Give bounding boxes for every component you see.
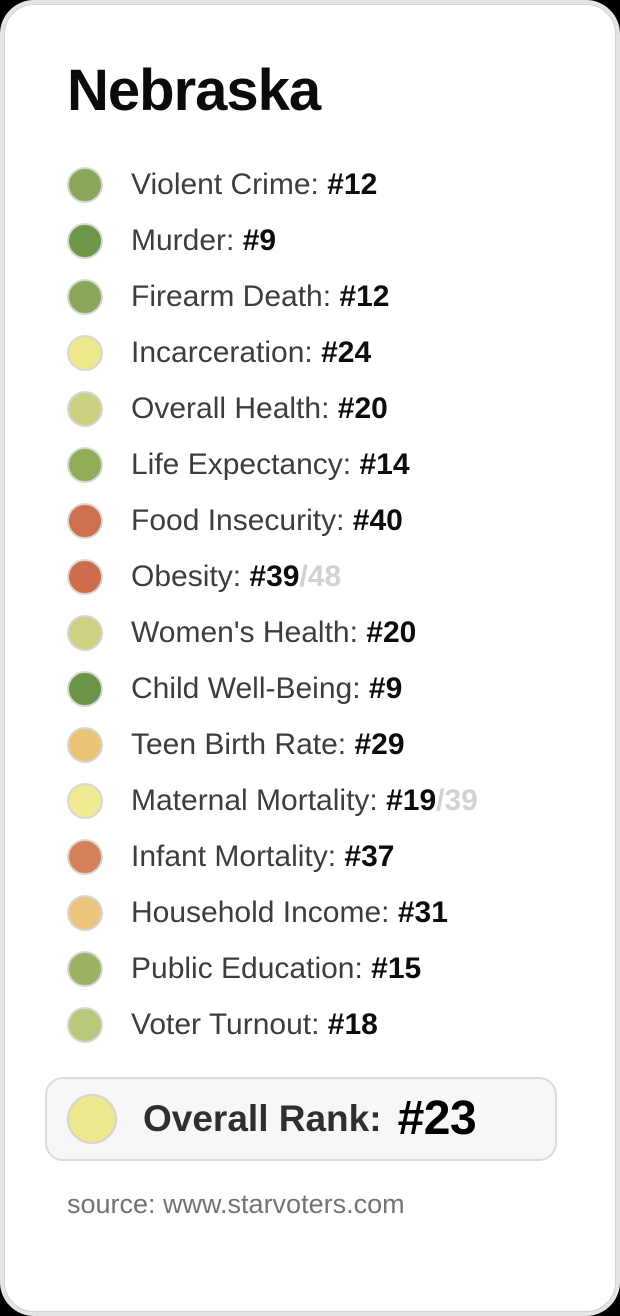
metric-text: Household Income: #31: [131, 896, 448, 930]
metric-label: Overall Health:: [131, 391, 330, 425]
metric-label: Public Education:: [131, 951, 363, 985]
metric-row: Maternal Mortality: #19/39: [5, 773, 615, 829]
metric-rank: #19: [386, 783, 437, 817]
metric-rank: #18: [327, 1007, 378, 1041]
metric-text: Food Insecurity: #40: [131, 504, 403, 538]
metric-text: Murder: #9: [131, 224, 276, 258]
metric-row: Child Well-Being: #9: [5, 661, 615, 717]
metric-color-dot: [67, 166, 103, 203]
metric-label: Incarceration:: [131, 335, 313, 369]
metric-color-dot: [67, 782, 103, 819]
metric-label: Women's Health:: [131, 615, 358, 649]
overall-rank-label: Overall Rank:: [143, 1097, 382, 1139]
metric-color-dot: [67, 558, 103, 595]
metric-text: Infant Mortality: #37: [131, 840, 394, 874]
metric-row: Murder: #9: [5, 213, 615, 269]
metric-rank: #9: [242, 223, 277, 257]
metric-rank: #12: [327, 167, 378, 201]
metric-label: Food Insecurity:: [131, 503, 345, 537]
metric-label: Maternal Mortality:: [131, 783, 378, 817]
metric-rank: #31: [397, 895, 448, 929]
metric-label: Voter Turnout:: [131, 1007, 320, 1041]
metric-row: Public Education: #15: [5, 941, 615, 997]
metric-text: Life Expectancy: #14: [131, 448, 410, 482]
metric-rank: #20: [337, 391, 388, 425]
metric-row: Household Income: #31: [5, 885, 615, 941]
metric-rank: #24: [321, 335, 372, 369]
metric-rank: #15: [371, 951, 422, 985]
metric-label: Child Well-Being:: [131, 671, 361, 705]
metric-label: Life Expectancy:: [131, 447, 352, 481]
metric-text: Voter Turnout: #18: [131, 1008, 378, 1042]
state-title: Nebraska: [67, 58, 321, 123]
metric-rank: #29: [354, 727, 405, 761]
metric-rank-denominator: /39: [436, 783, 478, 817]
metric-row: Firearm Death: #12: [5, 269, 615, 325]
metric-row: Obesity: #39/48: [5, 549, 615, 605]
metric-rank-denominator: /48: [299, 559, 342, 593]
metric-row: Incarceration: #24: [5, 325, 615, 381]
metric-color-dot: [67, 446, 103, 483]
metric-list: Violent Crime: #12 Murder: #9 Firearm De…: [5, 157, 615, 1053]
metric-color-dot: [67, 838, 103, 875]
metric-row: Teen Birth Rate: #29: [5, 717, 615, 773]
metric-color-dot: [67, 278, 103, 315]
metric-label: Obesity:: [131, 559, 242, 593]
state-rankings-card: Nebraska Violent Crime: #12 Murder: #9 F…: [4, 4, 616, 1312]
overall-rank-value: #23: [397, 1092, 477, 1146]
metric-text: Women's Health: #20: [131, 616, 416, 650]
metric-row: Voter Turnout: #18: [5, 997, 615, 1053]
metric-text: Maternal Mortality: #19/39: [131, 784, 478, 818]
metric-rank: #40: [352, 503, 403, 537]
metric-rank: #37: [344, 839, 395, 873]
metric-row: Violent Crime: #12: [5, 157, 615, 213]
metric-label: Murder:: [131, 223, 235, 257]
metric-label: Teen Birth Rate:: [131, 727, 347, 761]
overall-rank-color-dot: [67, 1093, 117, 1144]
metric-label: Firearm Death:: [131, 279, 332, 313]
metric-text: Violent Crime: #12: [131, 168, 377, 202]
metric-text: Obesity: #39/48: [131, 560, 341, 594]
metric-color-dot: [67, 726, 103, 763]
overall-rank-box: Overall Rank: #23: [45, 1076, 557, 1161]
metric-text: Firearm Death: #12: [131, 280, 389, 314]
metric-text: Teen Birth Rate: #29: [131, 728, 405, 762]
metric-color-dot: [67, 334, 103, 371]
metric-row: Life Expectancy: #14: [5, 437, 615, 493]
metric-text: Child Well-Being: #9: [131, 672, 402, 706]
metric-row: Overall Health: #20: [5, 381, 615, 437]
metric-text: Incarceration: #24: [131, 336, 371, 370]
metric-color-dot: [67, 950, 103, 987]
metric-row: Infant Mortality: #37: [5, 829, 615, 885]
metric-rank: #9: [368, 671, 403, 705]
metric-row: Food Insecurity: #40: [5, 493, 615, 549]
metric-rank: #39: [249, 559, 300, 593]
metric-color-dot: [67, 670, 103, 707]
metric-color-dot: [67, 390, 103, 427]
metric-text: Overall Health: #20: [131, 392, 388, 426]
metric-label: Household Income:: [131, 895, 390, 929]
metric-color-dot: [67, 502, 103, 539]
metric-label: Violent Crime:: [131, 167, 319, 201]
metric-color-dot: [67, 1006, 103, 1043]
metric-row: Women's Health: #20: [5, 605, 615, 661]
source-credit: source: www.starvoters.com: [67, 1188, 405, 1219]
metric-text: Public Education: #15: [131, 952, 421, 986]
metric-color-dot: [67, 894, 103, 931]
metric-rank: #14: [359, 447, 410, 481]
metric-rank: #20: [366, 615, 417, 649]
metric-rank: #12: [339, 279, 390, 313]
metric-label: Infant Mortality:: [131, 839, 337, 873]
metric-color-dot: [67, 614, 103, 651]
metric-color-dot: [67, 222, 103, 259]
